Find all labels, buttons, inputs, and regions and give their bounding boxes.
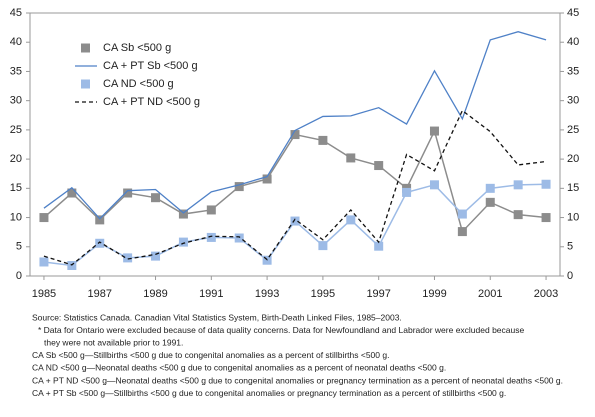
marker [485, 197, 495, 207]
y-tick-label: 35 [10, 65, 22, 77]
marker [374, 241, 384, 251]
marker [541, 179, 551, 189]
x-tick-label: 2001 [478, 288, 502, 300]
series-line [43, 128, 547, 234]
y2-tick-label: 5 [567, 241, 573, 253]
legend-label: CA + PT Sb <500 g [103, 60, 198, 72]
x-tick-label: 1999 [422, 288, 446, 300]
marker [429, 180, 439, 190]
note: Source: Statistics Canada. Canadian Vita… [32, 312, 402, 322]
x-tick-label: 1989 [143, 288, 167, 300]
marker [290, 130, 300, 140]
marker [95, 238, 105, 248]
note: CA + PT ND <500 g—Neonatal deaths <500 g… [32, 375, 563, 385]
marker [123, 188, 133, 198]
note: they were not available prior to 1991. [44, 337, 183, 347]
y2-tick-label: 40 [567, 36, 579, 48]
marker [39, 257, 49, 267]
marker [234, 233, 244, 243]
marker [234, 182, 244, 192]
marker [290, 216, 300, 226]
marker [39, 213, 49, 223]
legend-marker [81, 43, 90, 53]
x-tick-label: 2003 [534, 288, 558, 300]
y-tick-label: 5 [16, 241, 22, 253]
y2-tick-label: 25 [567, 124, 579, 136]
marker [485, 183, 495, 193]
marker [318, 135, 328, 145]
x-tick-label: 1987 [87, 288, 111, 300]
x-tick-label: 1985 [32, 288, 56, 300]
y2-tick-label: 0 [567, 270, 573, 282]
legend-marker [81, 79, 90, 89]
note: CA Sb <500 g—Stillbirths <500 g due to c… [32, 350, 389, 360]
marker [178, 237, 188, 247]
y-tick-label: 25 [10, 124, 22, 136]
marker [346, 215, 356, 225]
marker [178, 209, 188, 219]
marker [346, 153, 356, 163]
legend-label: CA + PT ND <500 g [103, 96, 200, 108]
y2-tick-label: 45 [567, 7, 579, 19]
marker [262, 174, 272, 184]
marker [123, 253, 133, 263]
note: CA ND <500 g—Neonatal deaths <500 g due … [32, 363, 446, 373]
series-line [43, 109, 547, 266]
y-tick-label: 15 [10, 182, 22, 194]
y-tick-label: 0 [16, 270, 22, 282]
y2-tick-label: 20 [567, 153, 579, 165]
marker [513, 210, 523, 220]
y-tick-label: 40 [10, 36, 22, 48]
marker [67, 188, 77, 198]
note: * Data for Ontario were excluded because… [38, 325, 524, 335]
marker [151, 251, 161, 261]
marker [318, 241, 328, 251]
note: CA + PT Sb <500 g—Stillbirths <500 g due… [32, 388, 506, 398]
x-tick-label: 1991 [199, 288, 223, 300]
marker [429, 126, 439, 136]
y-tick-label: 10 [10, 211, 22, 223]
y2-tick-label: 30 [567, 95, 579, 107]
marker [95, 215, 105, 225]
y-tick-label: 20 [10, 153, 22, 165]
y2-tick-label: 15 [567, 182, 579, 194]
marker [457, 227, 467, 237]
y-tick-label: 45 [10, 7, 22, 19]
marker [206, 205, 216, 215]
y-tick-label: 30 [10, 95, 22, 107]
legend-label: CA ND <500 g [103, 78, 174, 90]
marker [513, 180, 523, 190]
x-tick-label: 1995 [311, 288, 335, 300]
marker [457, 209, 467, 219]
y2-tick-label: 10 [567, 211, 579, 223]
legend-label: CA Sb <500 g [103, 42, 171, 54]
legend-box [75, 38, 203, 112]
x-tick-label: 1993 [255, 288, 279, 300]
marker [374, 161, 384, 171]
marker [151, 193, 161, 203]
y2-tick-label: 35 [567, 65, 579, 77]
series-line [43, 31, 547, 220]
marker [206, 232, 216, 242]
marker [541, 213, 551, 223]
plot-frame [29, 12, 561, 277]
marker [402, 187, 412, 197]
x-tick-label: 1997 [366, 288, 390, 300]
